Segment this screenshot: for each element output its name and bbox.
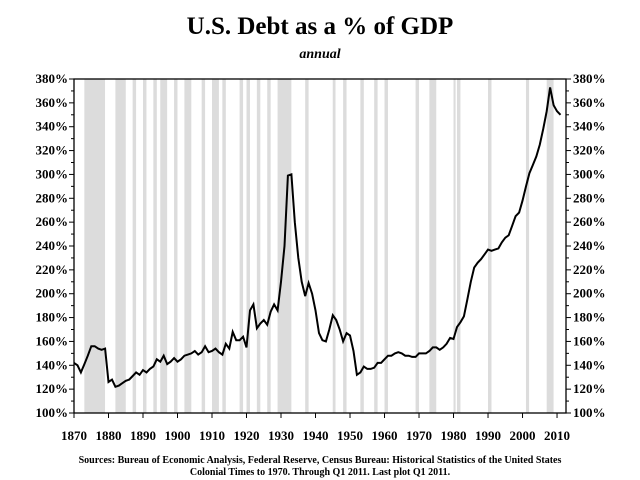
y-tick-label-left: 320% [36,143,69,158]
y-tick-label-right: 300% [573,166,606,181]
recession-bar [343,79,347,413]
recession-bar [267,79,271,413]
y-tick-label-right: 240% [573,238,606,253]
x-tick-label: 1940 [303,428,329,443]
recession-bar [488,79,492,413]
source-note-line-1: Sources: Bureau of Economic Analysis, Fe… [79,455,562,466]
recession-bar [153,79,157,413]
recession-bar [84,79,106,413]
recession-bar [332,79,336,413]
recession-shading [84,79,554,413]
x-tick-label: 1900 [165,428,191,443]
x-tick-label: 2000 [510,428,536,443]
recession-bar [184,79,192,413]
debt-series-line [73,87,562,389]
y-tick-label-right: 260% [573,214,606,229]
recession-bar [256,79,261,413]
y-tick-label-left: 220% [36,262,69,277]
x-tick-label: 1910 [199,428,225,443]
recession-bar [456,79,461,413]
recession-bar [222,79,226,413]
x-tick-label: 1920 [234,428,260,443]
y-tick-label-right: 340% [573,119,606,134]
axes: 100% 100% 120% 120% 140% 140% 160% 160% 180% 180%… [36,71,606,443]
chart-subtitle: annual [299,47,340,62]
x-tick-label: 1960 [372,428,398,443]
y-tick-label-left: 200% [36,286,69,301]
y-tick-label-right: 200% [573,286,606,301]
recession-bar [384,79,388,413]
recession-bar [374,79,378,413]
y-tick-label-left: 140% [36,357,69,372]
recession-bar [453,79,456,413]
recession-bar [360,79,364,413]
y-tick-label-left: 100% [36,405,69,420]
y-tick-label-right: 380% [573,71,606,86]
recession-bar [415,79,420,413]
y-tick-label-right: 120% [573,381,606,396]
y-tick-label-left: 380% [36,71,69,86]
recession-bar [143,79,147,413]
x-tick-label: 1970 [406,428,432,443]
recession-bar [174,79,178,413]
y-tick-label-right: 220% [573,262,606,277]
y-tick-label-left: 360% [36,95,69,110]
source-note-line-2: Colonial Times to 1970. Through Q1 2011.… [190,467,451,478]
recession-bar [160,79,168,413]
y-tick-label-left: 180% [36,310,69,325]
x-tick-label: 1990 [475,428,501,443]
y-tick-label-left: 300% [36,166,69,181]
recession-bar [246,79,250,413]
recession-bar [239,79,244,413]
y-tick-label-left: 120% [36,381,69,396]
y-tick-label-left: 280% [36,190,69,205]
y-tick-label-left: 260% [36,214,69,229]
recession-bar [201,79,206,413]
chart-title: U.S. Debt as a % of GDP [187,13,454,40]
y-tick-label-right: 100% [573,405,606,420]
x-tick-label: 1870 [61,428,87,443]
recession-bar [525,79,530,413]
y-tick-label-left: 240% [36,238,69,253]
y-tick-label-left: 340% [36,119,69,134]
y-tick-label-right: 360% [573,95,606,110]
x-tick-label: 2010 [544,428,570,443]
y-tick-label-right: 280% [573,190,606,205]
y-tick-label-left: 160% [36,333,69,348]
x-tick-label: 1980 [441,428,467,443]
y-tick-label-right: 320% [573,143,606,158]
x-tick-label: 1950 [337,428,363,443]
x-tick-label: 1890 [130,428,156,443]
y-tick-label-right: 160% [573,333,606,348]
recession-bar [212,79,219,413]
y-tick-label-right: 180% [573,310,606,325]
recession-bar [429,79,437,413]
recession-bar [546,79,554,413]
x-tick-label: 1880 [96,428,122,443]
y-tick-label-right: 140% [573,357,606,372]
x-tick-label: 1930 [268,428,294,443]
recession-bar [132,79,137,413]
recession-bar [115,79,126,413]
plot-frame [73,78,567,414]
recession-bar [305,79,309,413]
